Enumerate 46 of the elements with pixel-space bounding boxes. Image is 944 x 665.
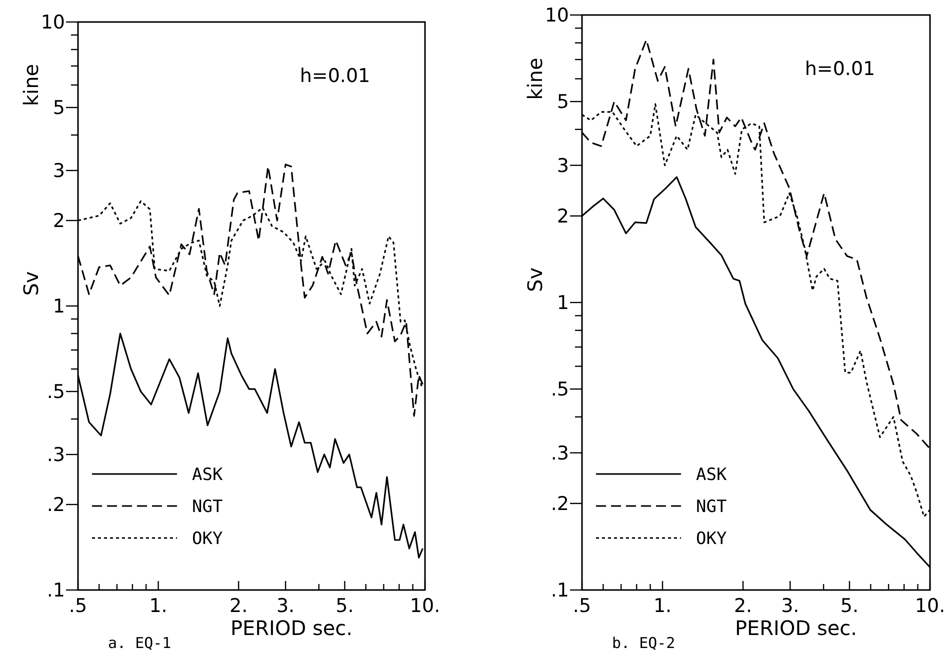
- x-tick-label: 1.: [149, 595, 168, 617]
- y-tick-label: 3: [52, 160, 65, 182]
- text: b. EQ-2: [612, 634, 676, 652]
- x-tick-label: 1.: [653, 595, 672, 617]
- y-axis-title: Sv: [19, 271, 43, 296]
- y-tick-label: 5: [556, 91, 569, 114]
- y-tick-label: .2: [550, 493, 569, 516]
- x-axis-title: PERIOD sec.: [734, 616, 858, 640]
- x-tick-label: .5: [68, 595, 88, 617]
- y-tick-label: .5: [550, 378, 569, 401]
- legend-label: ASK: [696, 464, 728, 485]
- x-tick-label: 5.: [336, 595, 354, 617]
- x-tick-label: .5: [572, 595, 592, 617]
- x-tick-label: 2.: [734, 595, 752, 617]
- annotation: h=0.01: [300, 65, 370, 87]
- y-axis-title: Sv: [523, 267, 547, 292]
- legend-label: ASK: [192, 464, 224, 485]
- x-tick-label: 10.: [410, 595, 440, 617]
- y-tick-label: 5: [52, 97, 65, 120]
- x-tick-label: 3.: [781, 595, 800, 617]
- y-tick-label: .1: [46, 580, 65, 602]
- y-tick-label: 2: [556, 206, 569, 228]
- y-tick-label: .3: [550, 442, 569, 464]
- x-tick-label: 2.: [230, 595, 248, 617]
- annotation: h=0.01: [804, 58, 876, 80]
- y-tick-label: 1: [556, 292, 569, 314]
- y-tick-label: .2: [46, 494, 65, 516]
- legend-label: OKY: [192, 528, 223, 549]
- y-tick-label: 3: [556, 154, 569, 177]
- y-tick-label: 2: [52, 210, 65, 232]
- y-tick-label: 10: [40, 12, 65, 34]
- x-tick-label: 3.: [276, 595, 295, 617]
- y-tick-label: .3: [46, 444, 65, 466]
- y-tick-label: 1: [52, 296, 65, 318]
- text: kine: [19, 64, 43, 106]
- x-tick-label: 10.: [914, 595, 944, 617]
- y-tick-label: .1: [550, 580, 569, 602]
- x-axis-title: PERIOD sec.: [230, 616, 353, 640]
- legend-label: NGT: [192, 496, 223, 517]
- x-tick-label: 5.: [840, 595, 859, 617]
- legend-label: NGT: [696, 496, 727, 517]
- text: a. EQ-1: [108, 634, 172, 652]
- y-tick-label: 10: [544, 4, 569, 27]
- text: kine: [523, 58, 547, 100]
- y-tick-label: .5: [46, 381, 65, 404]
- legend-label: OKY: [696, 528, 727, 549]
